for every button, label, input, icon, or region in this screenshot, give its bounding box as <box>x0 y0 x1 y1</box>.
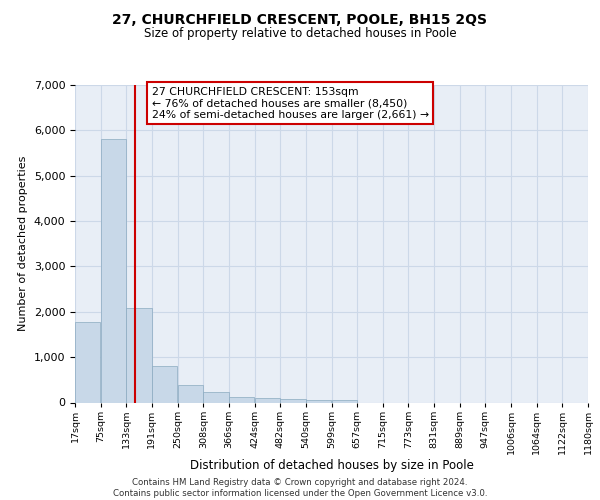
Bar <box>229 397 254 402</box>
Bar <box>178 385 203 402</box>
Bar <box>126 308 152 402</box>
Y-axis label: Number of detached properties: Number of detached properties <box>18 156 28 332</box>
Text: 27 CHURCHFIELD CRESCENT: 153sqm
← 76% of detached houses are smaller (8,450)
24%: 27 CHURCHFIELD CRESCENT: 153sqm ← 76% of… <box>152 86 429 120</box>
Bar <box>306 400 331 402</box>
Bar <box>152 366 177 403</box>
Text: Size of property relative to detached houses in Poole: Size of property relative to detached ho… <box>143 28 457 40</box>
Bar <box>332 400 357 402</box>
Text: Contains HM Land Registry data © Crown copyright and database right 2024.
Contai: Contains HM Land Registry data © Crown c… <box>113 478 487 498</box>
X-axis label: Distribution of detached houses by size in Poole: Distribution of detached houses by size … <box>190 459 473 472</box>
Bar <box>254 398 280 402</box>
Bar <box>101 140 126 402</box>
Bar <box>203 392 229 402</box>
Bar <box>75 322 100 402</box>
Text: 27, CHURCHFIELD CRESCENT, POOLE, BH15 2QS: 27, CHURCHFIELD CRESCENT, POOLE, BH15 2Q… <box>113 12 487 26</box>
Bar <box>280 399 305 402</box>
